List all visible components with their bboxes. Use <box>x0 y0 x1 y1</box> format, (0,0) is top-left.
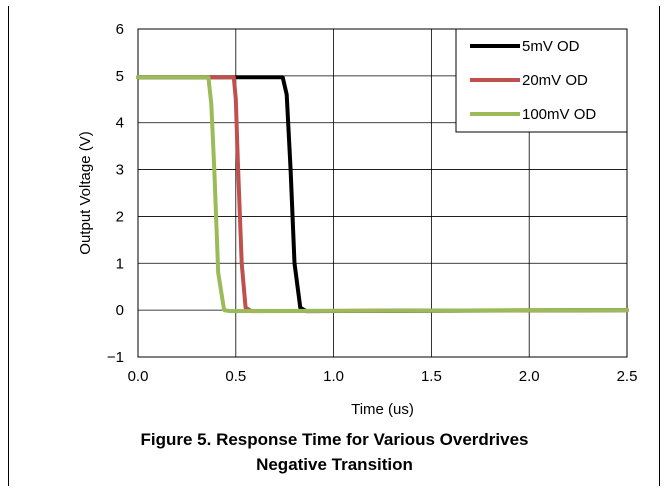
y-tick-labels: −1 0 1 2 3 4 5 6 <box>107 21 124 366</box>
x-tick-label: 1.0 <box>323 368 344 385</box>
y-tick-label: 5 <box>116 68 124 85</box>
x-tick-label: 0.0 <box>128 368 149 385</box>
x-tick-labels: 0.0 0.5 1.0 1.5 2.0 2.5 <box>128 368 638 385</box>
y-tick-label: 1 <box>116 255 124 272</box>
series-line-3 <box>136 75 629 314</box>
figure-caption-title: Figure 5. Response Time for Various Over… <box>140 430 529 449</box>
x-tick-label: 0.5 <box>225 368 246 385</box>
figure-caption-subtitle: Negative Transition <box>256 455 413 474</box>
legend: 5mV OD 20mV OD 100mV OD <box>455 28 628 133</box>
x-tick-label: 2.0 <box>519 368 540 385</box>
y-tick-label: 6 <box>116 21 124 38</box>
legend-label: 100mV OD <box>522 106 596 123</box>
x-axis-title: Time (us) <box>351 401 414 418</box>
y-tick-label: 3 <box>116 162 124 179</box>
y-tick-label: 4 <box>116 115 124 132</box>
figure-frame <box>8 6 660 486</box>
plot-area <box>137 28 628 358</box>
x-tick-label: 2.5 <box>617 368 638 385</box>
line-chart: 0.0 0.5 1.0 1.5 2.0 2.5 −1 0 1 2 3 4 5 6 Time (us) O… <box>77 21 638 418</box>
legend-label: 20mV OD <box>522 72 588 89</box>
x-tick-label: 1.5 <box>421 368 442 385</box>
y-axis-title: Output Voltage (V) <box>77 131 94 254</box>
y-tick-label: −1 <box>107 349 124 366</box>
legend-label: 5mV OD <box>522 38 580 55</box>
y-tick-label: 0 <box>116 302 124 319</box>
series-group <box>136 75 629 314</box>
y-tick-label: 2 <box>116 208 124 225</box>
